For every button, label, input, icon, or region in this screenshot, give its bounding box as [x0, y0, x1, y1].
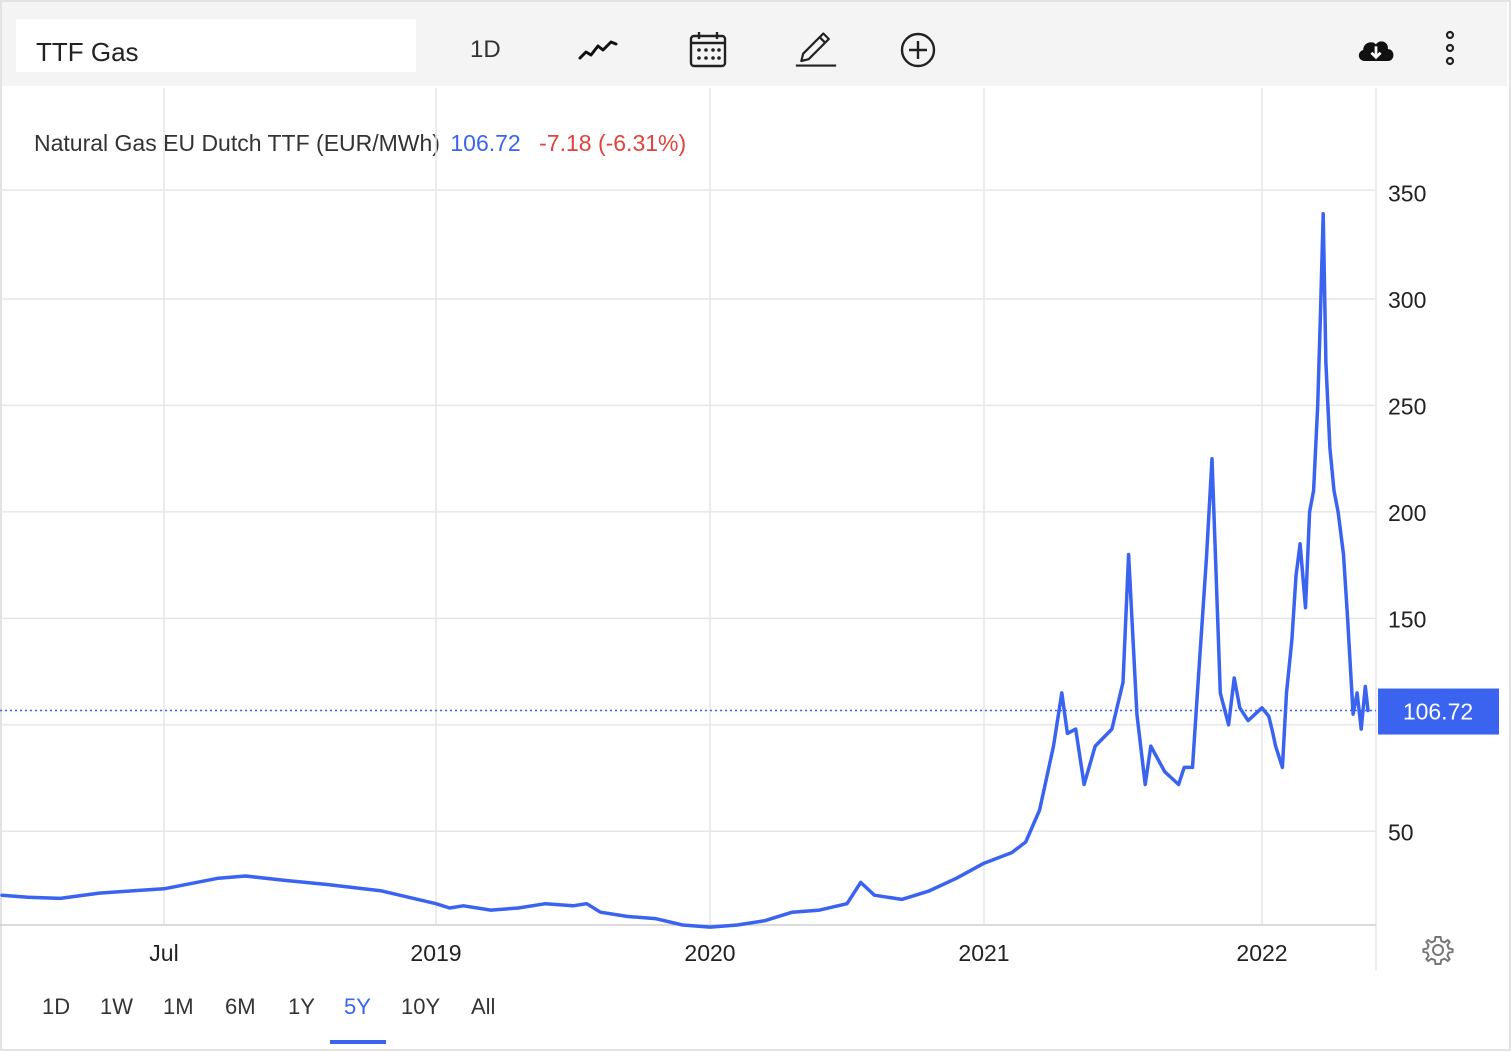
- range-button-1y[interactable]: 1Y: [288, 994, 315, 1019]
- calendar-icon[interactable]: [686, 28, 730, 72]
- range-button-10y[interactable]: 10Y: [401, 994, 441, 1019]
- x-tick-label: 2020: [684, 940, 735, 966]
- y-tick-label: 150: [1388, 606, 1426, 632]
- toolbar: TTF Gas 1D: [2, 2, 1507, 86]
- line-chart-icon[interactable]: [576, 28, 620, 72]
- x-tick-label: 2022: [1236, 940, 1287, 966]
- x-tick-label: 2021: [958, 940, 1009, 966]
- range-button-6m[interactable]: 6M: [225, 994, 256, 1019]
- y-tick-label: 200: [1388, 500, 1426, 526]
- range-button-5y[interactable]: 5Y: [344, 994, 371, 1019]
- more-vertical-icon[interactable]: [1428, 28, 1472, 72]
- y-tick-label: 300: [1388, 287, 1426, 313]
- symbol-input[interactable]: TTF Gas: [16, 19, 416, 72]
- legend-series-name: Natural Gas EU Dutch TTF (EUR/MWh): [34, 130, 440, 156]
- legend-last-value: 106.72: [450, 130, 521, 156]
- y-tick-label: 50: [1388, 819, 1414, 845]
- active-range-underline: [330, 1040, 386, 1044]
- legend-change: -7.18 (-6.31%): [539, 130, 687, 156]
- range-button-1m[interactable]: 1M: [163, 994, 194, 1019]
- last-price-label: 106.72: [1403, 699, 1473, 725]
- legend: Natural Gas EU Dutch TTF (EUR/MWh) 106.7…: [34, 130, 686, 157]
- range-button-1w[interactable]: 1W: [100, 994, 133, 1019]
- pencil-icon[interactable]: [794, 28, 838, 72]
- x-tick-label: 2019: [410, 940, 461, 966]
- y-tick-label: 350: [1388, 181, 1426, 207]
- x-tick-label: Jul: [149, 940, 178, 966]
- series-line: [0, 212, 1370, 929]
- y-tick-label: 250: [1388, 393, 1426, 419]
- price-chart[interactable]: 50 150 200 250 300 350 Jul 2019 2020 2021 2022 106.…: [0, 0, 1511, 990]
- interval-button[interactable]: 1D: [470, 36, 501, 63]
- last-price-badge: [1378, 688, 1499, 735]
- gear-icon[interactable]: [1422, 934, 1454, 966]
- plus-circle-icon[interactable]: [896, 28, 940, 72]
- cloud-download-icon[interactable]: [1354, 28, 1398, 72]
- range-button-1d[interactable]: 1D: [42, 994, 71, 1019]
- range-button-all[interactable]: All: [471, 994, 496, 1019]
- symbol-label: TTF Gas: [36, 37, 139, 67]
